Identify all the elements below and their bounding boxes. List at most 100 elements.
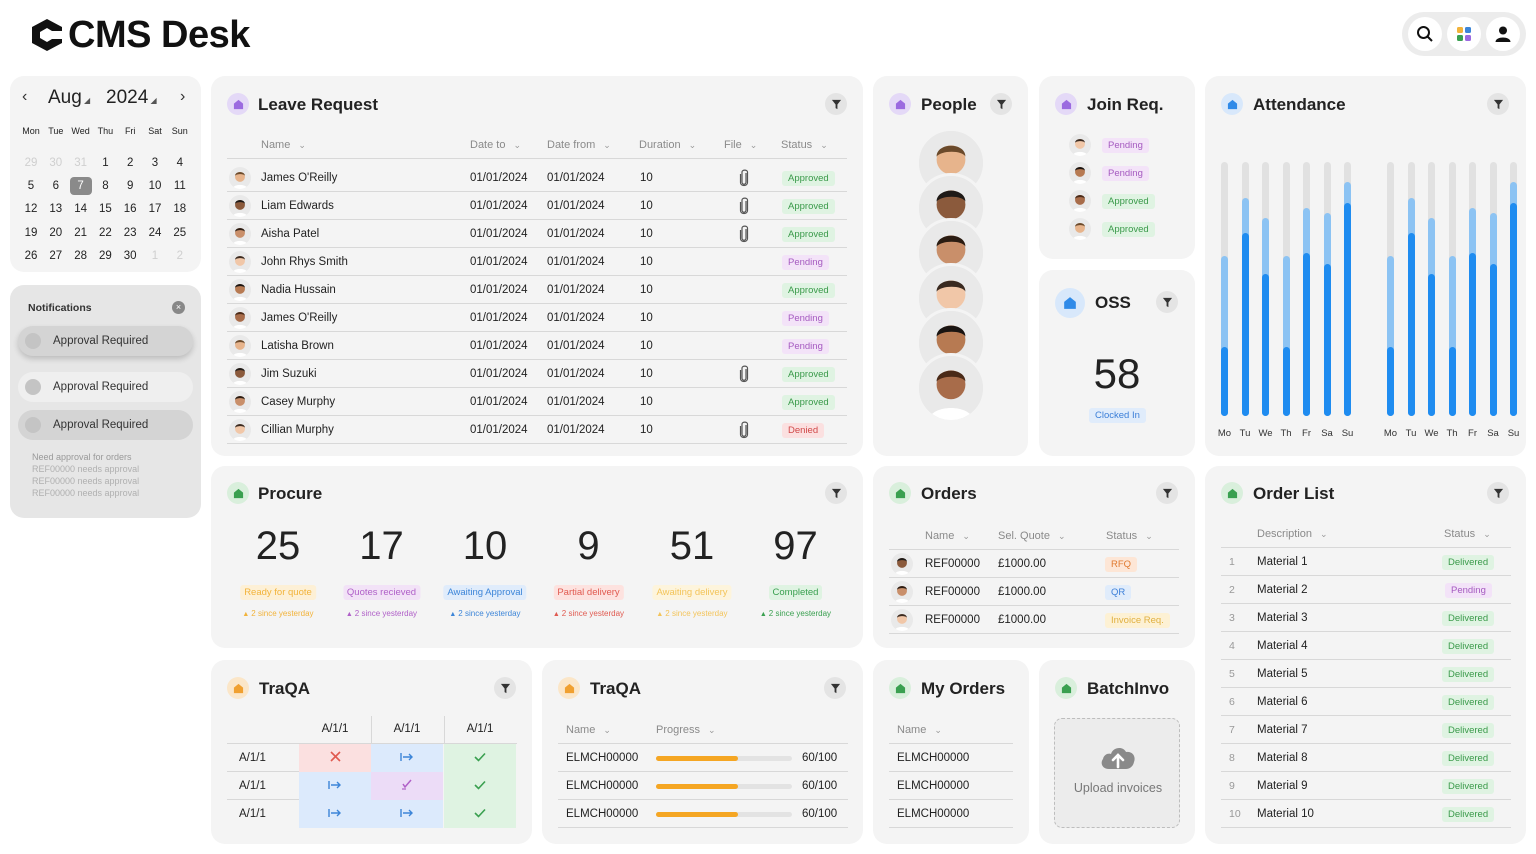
calendar-day[interactable]: 2 [126,157,134,169]
col-file[interactable]: File ⌄ [724,139,758,151]
col-date-to[interactable]: Date to ⌄ [470,139,522,151]
item-name[interactable]: ELMCH00000 [566,780,639,792]
col-description[interactable]: Description ⌄ [1257,528,1328,540]
order-ref[interactable]: REF00000 [925,586,980,598]
table-row[interactable]: Liam Edwards 01/01/2024 01/01/2024 10 Approv… [227,192,847,220]
filter-button[interactable] [494,677,516,699]
grid-cell[interactable] [371,744,443,772]
table-row[interactable]: James O'Reilly 01/01/2024 01/01/2024 10 Appr… [227,164,847,192]
calendar-day[interactable]: 17 [148,203,162,216]
grid-cell[interactable] [444,800,516,828]
order-name[interactable]: ELMCH00000 [897,752,970,764]
calendar-day[interactable]: 30 [123,249,137,262]
grid-cell[interactable] [299,772,371,800]
material-name[interactable]: Material 6 [1257,696,1308,708]
material-name[interactable]: Material 10 [1257,808,1314,820]
month-select[interactable]: Aug ◢ [48,87,91,108]
calendar-day[interactable]: 19 [24,226,38,239]
calendar-day[interactable]: 26 [24,249,38,262]
calendar-day[interactable]: 21 [74,226,87,239]
col-status[interactable]: Status ⌄ [1106,530,1153,542]
calendar-day[interactable]: 28 [74,249,87,262]
material-name[interactable]: Material 4 [1257,640,1308,652]
calendar-day[interactable]: 9 [126,180,134,193]
search-button[interactable] [1408,17,1443,51]
material-name[interactable]: Material 7 [1257,724,1308,736]
year-select[interactable]: 2024 ◢ [106,87,157,108]
table-row[interactable]: Jim Suzuki 01/01/2024 01/01/2024 10 Approved [227,360,847,388]
table-row[interactable]: Casey Murphy 01/01/2024 01/01/2024 10 Approv… [227,388,847,416]
filter-button[interactable] [1487,93,1509,115]
calendar-day[interactable]: 15 [98,203,112,216]
order-name[interactable]: ELMCH00000 [897,780,970,792]
calendar-day[interactable]: 1 [151,249,159,262]
calendar-day[interactable]: 1 [102,157,109,169]
notification-item[interactable]: Approval Required [18,410,193,440]
calendar-day[interactable]: 27 [49,249,63,262]
paperclip-icon[interactable] [739,169,749,192]
grid-cell[interactable] [444,772,516,800]
filter-button[interactable] [1156,291,1178,313]
calendar-day[interactable]: 10 [148,180,162,193]
paperclip-icon[interactable] [739,197,749,220]
profile-button[interactable] [1485,17,1520,51]
grid-cell[interactable] [299,800,371,828]
calendar-day[interactable]: 18 [173,203,187,216]
table-row[interactable]: Cillian Murphy 01/01/2024 01/01/2024 10 Deni… [227,416,847,444]
calendar-day[interactable]: 25 [173,226,187,239]
logo[interactable]: CMS Desk [30,14,250,56]
next-month-icon[interactable]: › [180,88,186,105]
calendar-day[interactable]: 31 [74,157,87,169]
order-ref[interactable]: REF00000 [925,558,980,570]
material-name[interactable]: Material 3 [1257,612,1308,624]
calendar-day[interactable]: 22 [98,226,112,239]
material-name[interactable]: Material 8 [1257,752,1308,764]
grid-cell[interactable] [299,744,371,772]
calendar-day[interactable]: 24 [148,226,162,239]
order-ref[interactable]: REF00000 [925,614,980,626]
calendar-day[interactable]: 23 [123,226,137,239]
calendar-day[interactable]: 5 [27,180,35,193]
table-row[interactable]: Nadia Hussain 01/01/2024 01/01/2024 10 Appro… [227,276,847,304]
close-icon[interactable]: × [172,301,185,314]
filter-button[interactable] [1487,482,1509,504]
col-duration[interactable]: Duration ⌄ [639,139,697,151]
calendar-day[interactable]: 2 [176,249,183,262]
table-row[interactable]: John Rhys Smith 01/01/2024 01/01/2024 10 Pen… [227,248,847,276]
calendar-day[interactable]: 6 [52,180,59,193]
upload-dropzone[interactable]: Upload invoices [1054,718,1180,828]
calendar-day[interactable]: 29 [24,157,38,169]
filter-button[interactable] [825,482,847,504]
paperclip-icon[interactable] [739,365,749,388]
col-status[interactable]: Status ⌄ [781,139,828,151]
material-name[interactable]: Material 9 [1257,780,1308,792]
paperclip-icon[interactable] [739,421,749,444]
calendar-day[interactable]: 14 [74,203,87,216]
item-name[interactable]: ELMCH00000 [566,808,639,820]
grid-cell[interactable] [371,772,443,800]
col-quote[interactable]: Sel. Quote ⌄ [998,530,1066,542]
grid-cell[interactable] [371,800,443,828]
calendar-day[interactable]: 12 [24,203,38,216]
table-row[interactable]: Latisha Brown 01/01/2024 01/01/2024 10 Pendi… [227,332,847,360]
notification-item[interactable]: Approval Required [18,326,193,356]
prev-month-icon[interactable]: ‹ [22,88,28,105]
table-row[interactable]: James O'Reilly 01/01/2024 01/01/2024 10 Pend… [227,304,847,332]
person-avatar[interactable] [916,353,986,423]
order-name[interactable]: ELMCH00000 [897,808,970,820]
calendar-day[interactable]: 4 [176,157,183,169]
filter-button[interactable] [825,93,847,115]
material-name[interactable]: Material 2 [1257,584,1308,596]
col-name[interactable]: Name ⌄ [897,724,942,736]
item-name[interactable]: ELMCH00000 [566,752,639,764]
apps-button[interactable] [1446,17,1481,51]
calendar-day[interactable]: 30 [49,157,63,169]
col-progress[interactable]: Progress ⌄ [656,724,716,736]
paperclip-icon[interactable] [739,225,749,248]
filter-button[interactable] [1156,482,1178,504]
filter-button[interactable] [990,93,1012,115]
col-name[interactable]: Name ⌄ [566,724,611,736]
table-row[interactable]: Aisha Patel 01/01/2024 01/01/2024 10 Approve… [227,220,847,248]
calendar-day[interactable]: 13 [49,203,63,216]
calendar-day[interactable]: 7 [69,177,92,196]
